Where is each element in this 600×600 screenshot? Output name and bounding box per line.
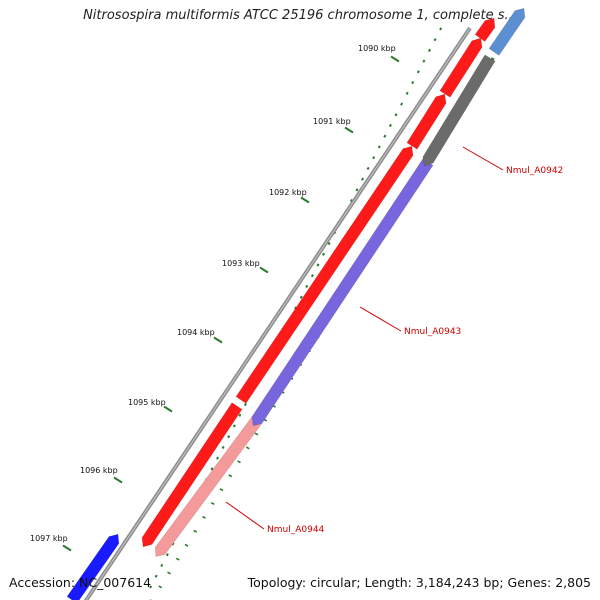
ruler-inner-tick bbox=[219, 488, 224, 492]
ruler-minor-tick bbox=[154, 574, 158, 578]
gene-nmul-a0944-bar bbox=[154, 416, 263, 557]
ruler-tick-label: 1091 kbp bbox=[313, 117, 351, 126]
ruler-major-tick bbox=[259, 266, 269, 274]
ruler-minor-tick bbox=[165, 553, 169, 557]
ruler-inner-tick bbox=[210, 501, 215, 506]
ruler-minor-tick bbox=[433, 38, 437, 42]
ruler-minor-tick bbox=[171, 542, 175, 546]
gene-leader-line bbox=[359, 306, 402, 332]
gene-label-nmul-a0944: Nmul_A0944 bbox=[267, 525, 325, 535]
ruler-inner-tick bbox=[184, 543, 189, 547]
ruler-minor-tick bbox=[405, 91, 409, 95]
ruler-tick-label: 1094 kbp bbox=[177, 328, 215, 337]
cds-outer-5 bbox=[474, 17, 496, 42]
ruler-inner-tick bbox=[254, 432, 259, 436]
ruler-inner-tick bbox=[175, 557, 180, 561]
ruler-minor-tick bbox=[327, 241, 331, 246]
ruler-major-tick bbox=[213, 336, 223, 344]
ruler-minor-tick bbox=[238, 413, 242, 417]
ruler-major-tick bbox=[300, 196, 310, 204]
ruler-tick-labels: 1090 kbp 1091 kbp 1092 kbp 1093 kbp 1094 kbp… bbox=[30, 44, 396, 543]
ruler-inner-tick bbox=[158, 585, 163, 589]
gene-label-nmul-a0943: Nmul_A0943 bbox=[404, 327, 461, 337]
ruler-minor-tick bbox=[349, 199, 353, 203]
cds-steel-blue bbox=[488, 7, 526, 56]
gene-label-nmul-a0942: Nmul_A0942 bbox=[506, 166, 563, 176]
gene-nmul-a0942-bar bbox=[422, 54, 496, 167]
ruler-minor-tick bbox=[361, 177, 365, 181]
ruler-inner-tick bbox=[490, 57, 495, 61]
ruler-minor-tick bbox=[372, 156, 376, 160]
ruler-minor-tick bbox=[310, 274, 314, 278]
ruler-tick-label: 1095 kbp bbox=[128, 398, 166, 407]
gene-nmul-a0943-bar bbox=[251, 158, 434, 427]
ruler-minor-tick bbox=[400, 102, 404, 106]
ruler-tick-label: 1093 kbp bbox=[222, 259, 260, 268]
ruler-minor-tick bbox=[294, 306, 298, 310]
cds-reverse-blue bbox=[66, 533, 120, 600]
ruler-minor-tick bbox=[305, 284, 309, 289]
ruler-major-tick bbox=[113, 476, 123, 484]
ruler-tick-label: 1097 kbp bbox=[30, 534, 68, 543]
ruler-minor-tick bbox=[243, 402, 247, 407]
gene-leader-line bbox=[225, 501, 265, 530]
gene-labels: Nmul_A0942 Nmul_A0943 Nmul_A0944 bbox=[225, 146, 563, 535]
backbone-highlight bbox=[85, 27, 471, 600]
ruler-minor-tick bbox=[383, 134, 387, 138]
ruler-minor-tick bbox=[221, 445, 225, 450]
ruler-minor-tick bbox=[210, 467, 214, 471]
cds-outer-4 bbox=[439, 37, 483, 98]
ruler-inner-tick bbox=[167, 571, 171, 575]
ruler-minor-tick bbox=[388, 123, 392, 128]
ruler-minor-tick bbox=[366, 166, 370, 171]
ruler-minor-tick bbox=[416, 70, 420, 74]
ruler-minor-tick bbox=[422, 59, 426, 63]
ruler-minor-tick bbox=[299, 295, 303, 299]
accession-text: Accession: NC_007614 bbox=[9, 575, 152, 590]
ruler-major-tick bbox=[163, 405, 173, 413]
ruler-inner-tick bbox=[245, 446, 250, 450]
ruler-minor-tick bbox=[316, 263, 320, 267]
ruler-minor-tick bbox=[355, 188, 359, 192]
ruler-minor-tick bbox=[439, 27, 443, 31]
ruler-tick-label: 1092 kbp bbox=[269, 188, 307, 197]
ruler-major-tick bbox=[390, 55, 400, 63]
genome-summary-text: Topology: circular; Length: 3,184,243 bp… bbox=[247, 575, 591, 590]
cds-outer-2 bbox=[235, 145, 414, 404]
ruler-major-tick bbox=[344, 126, 354, 134]
cds-outer-3 bbox=[406, 93, 447, 150]
ruler-minor-tick bbox=[427, 48, 431, 52]
ruler-tick-label: 1090 kbp bbox=[358, 44, 396, 53]
ruler-minor-tick bbox=[227, 435, 231, 439]
ruler-inner-tick bbox=[228, 474, 233, 478]
ruler-inner-tick bbox=[193, 529, 198, 533]
ruler-minor-tick bbox=[216, 456, 220, 460]
ruler-inner-tick bbox=[237, 460, 241, 464]
ruler-minor-tick bbox=[149, 585, 153, 589]
cds-outer-1 bbox=[141, 402, 243, 548]
ruler-minor-tick bbox=[394, 113, 398, 117]
ruler-minor-tick bbox=[160, 563, 164, 568]
ruler-minor-tick bbox=[322, 252, 326, 256]
feature-tracks bbox=[66, 7, 526, 600]
ruler-major-tick bbox=[62, 544, 72, 552]
ruler-minor-tick bbox=[411, 80, 415, 85]
gene-leader-line bbox=[462, 146, 504, 171]
ruler-minor-tick bbox=[377, 145, 381, 149]
ruler-inner-tick bbox=[202, 515, 206, 519]
ruler-minor-tick bbox=[232, 424, 236, 428]
map-title: Nitrosospira multiformis ATCC 25196 chro… bbox=[83, 8, 517, 23]
ruler-tick-label: 1096 kbp bbox=[80, 466, 118, 475]
